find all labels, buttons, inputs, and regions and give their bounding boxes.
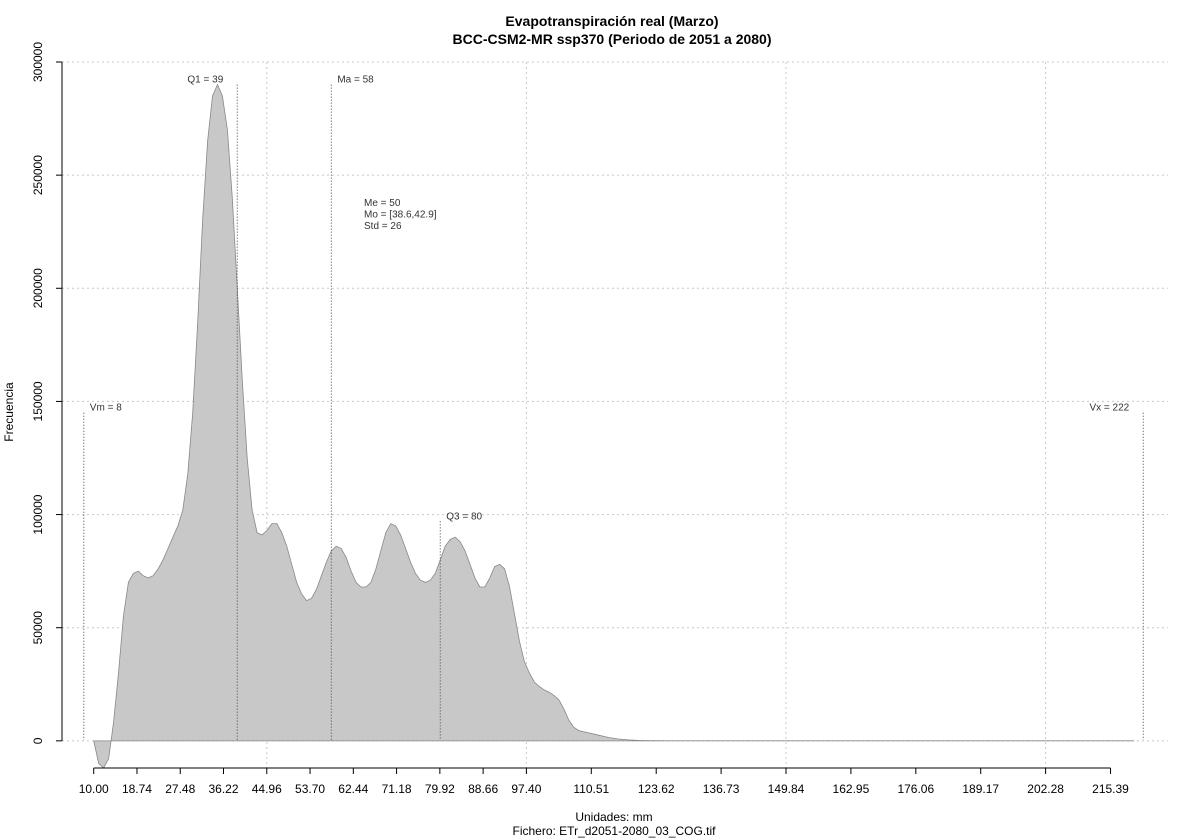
area-layer (93, 83, 1135, 769)
stat-line: Std = 26 (364, 221, 402, 232)
x-tick-label: 62.44 (338, 782, 368, 796)
x-tick-label: 97.40 (511, 782, 541, 796)
y-axis-label: Frecuencia (2, 382, 16, 442)
x-tick-label: 123.62 (638, 782, 675, 796)
marker-label: Q3 = 80 (446, 511, 482, 522)
y-tick-label: 150000 (31, 381, 45, 421)
x-tick-label: 202.28 (1027, 782, 1064, 796)
x-tick-label: 44.96 (252, 782, 282, 796)
chart-title: Evapotranspiración real (Marzo) (505, 13, 718, 29)
x-tick-label: 136.73 (703, 782, 740, 796)
stat-line: Mo = [38.6,42.9] (364, 210, 437, 221)
x-tick-label: 110.51 (573, 782, 609, 796)
x-tick-label: 18.74 (122, 782, 152, 796)
marker-label: Q1 = 39 (187, 75, 223, 86)
marker-layer: Vm = 8 Q1 = 39 Ma = 58 Q3 = 80 Vx = 222 (83, 75, 1144, 740)
y-tick-label: 200000 (31, 268, 45, 308)
x-tick-label: 10.00 (79, 782, 109, 796)
y-tick-label: 50000 (31, 611, 45, 645)
marker-label: Ma = 58 (337, 75, 374, 86)
x-tick-label: 149.84 (768, 782, 805, 796)
marker-label: Vx = 222 (1089, 403, 1129, 414)
x-tick-label: 79.92 (425, 782, 455, 796)
x-axis-label: Unidades: mm (575, 810, 652, 824)
axes-layer: 0 50000 100000 150000 200000 250000 300000 10.0… (31, 42, 1129, 796)
x-tick-label: 27.48 (165, 782, 195, 796)
stat-line: Me = 50 (364, 198, 401, 209)
y-tick-label: 0 (31, 737, 45, 744)
x-tick-label: 88.66 (468, 782, 498, 796)
x-tick-label: 162.95 (833, 782, 870, 796)
x-tick-label: 176.06 (897, 782, 934, 796)
density-area (93, 83, 1135, 769)
chart-subtitle: BCC-CSM2-MR ssp370 (Periodo de 2051 a 20… (453, 31, 772, 47)
x-tick-label: 189.17 (962, 782, 999, 796)
y-tick-label: 100000 (31, 494, 45, 534)
caption: Fichero: ETr_d2051-2080_03_COG.tif (513, 824, 717, 838)
x-tick-label: 36.22 (208, 782, 238, 796)
y-tick-label: 300000 (31, 42, 45, 82)
y-tick-label: 250000 (31, 155, 45, 195)
x-tick-label: 71.18 (382, 782, 412, 796)
x-tick-label: 215.39 (1092, 782, 1129, 796)
x-tick-label: 53.70 (295, 782, 325, 796)
marker-label: Vm = 8 (90, 403, 122, 414)
